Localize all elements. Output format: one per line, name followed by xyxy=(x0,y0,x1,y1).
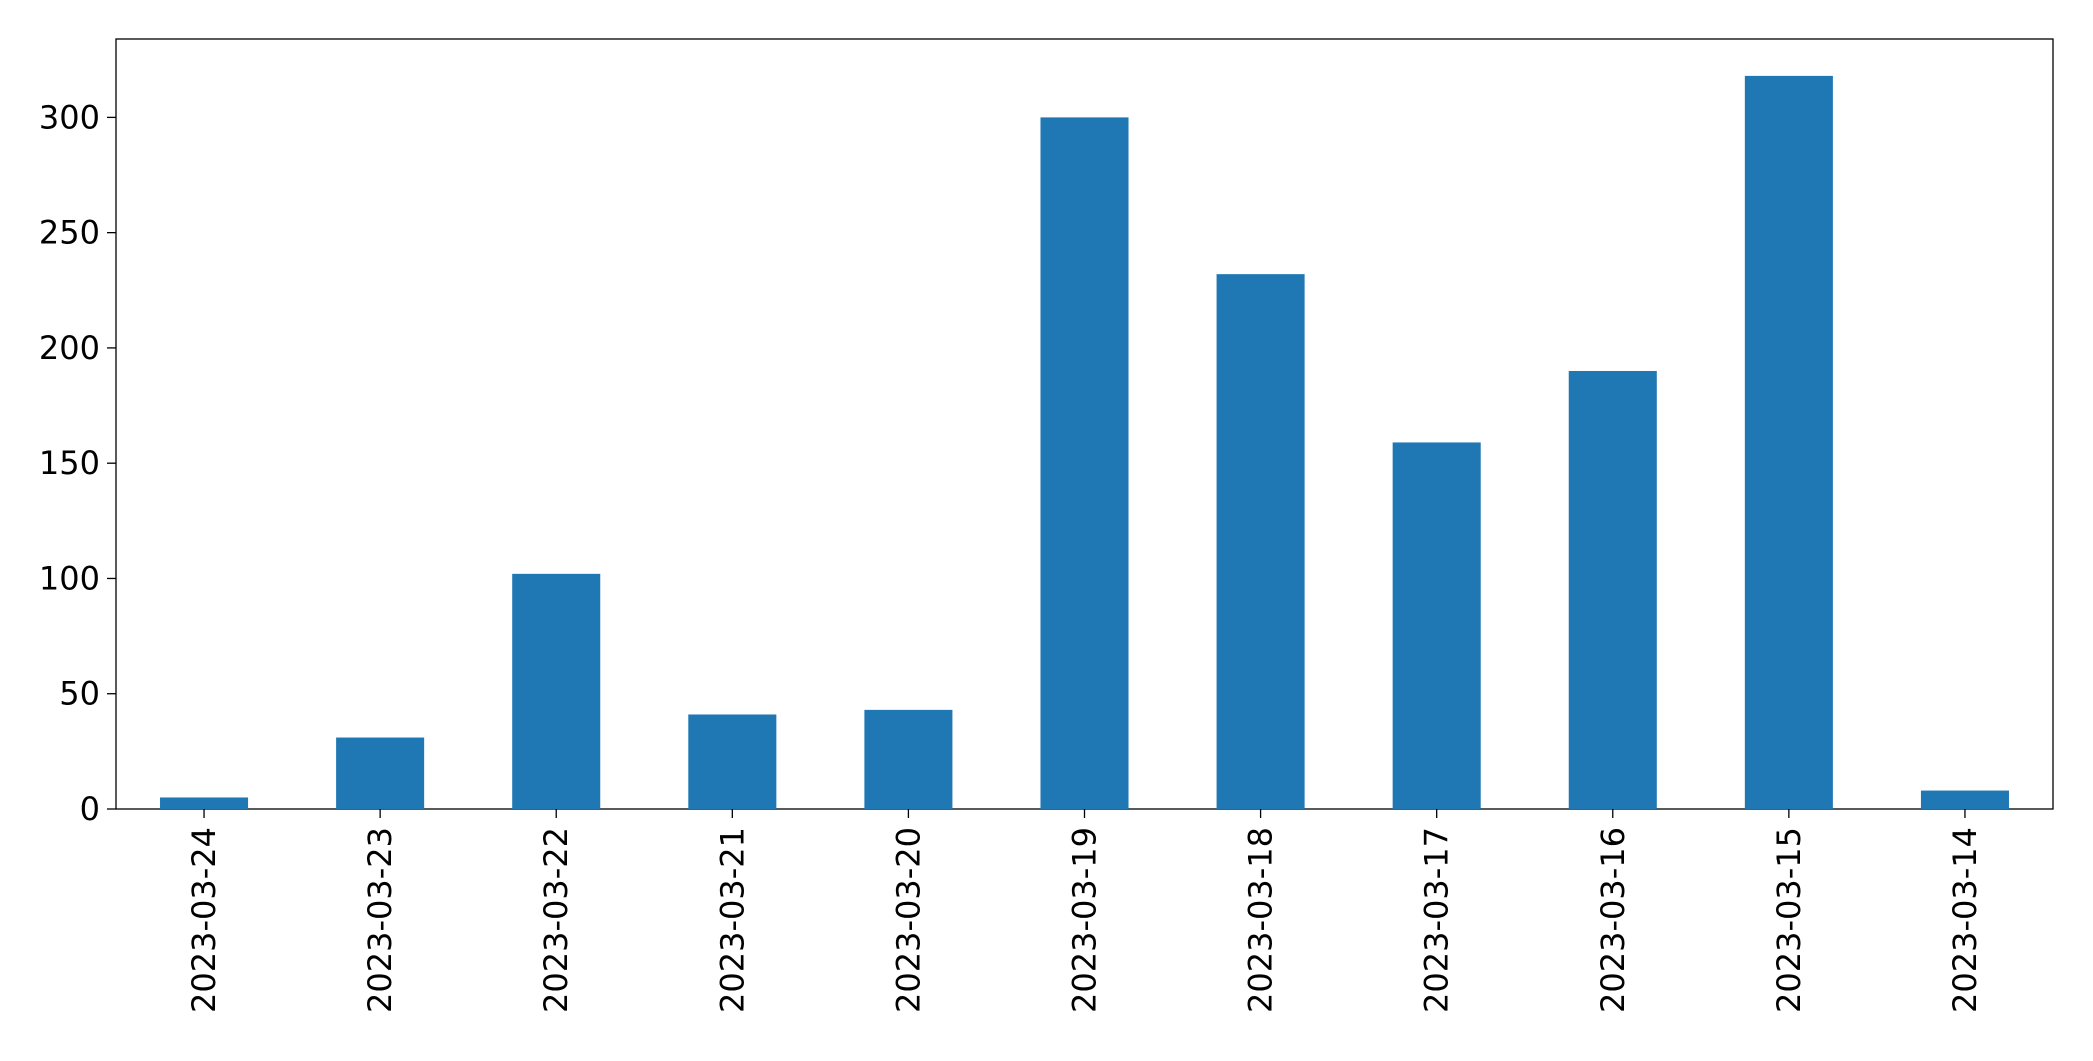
bar xyxy=(688,714,777,809)
y-tick-label: 150 xyxy=(39,444,100,482)
y-tick-label: 0 xyxy=(80,790,100,828)
x-tick-label: 2023-03-24 xyxy=(185,827,223,1013)
y-tick-label: 50 xyxy=(59,675,100,713)
x-tick-label: 2023-03-22 xyxy=(537,827,575,1013)
x-tick-label: 2023-03-15 xyxy=(1770,827,1808,1013)
bar xyxy=(1392,442,1481,809)
bar xyxy=(512,573,601,809)
bar xyxy=(160,797,249,809)
bar xyxy=(1216,274,1305,810)
bar xyxy=(1040,117,1129,809)
y-tick-label: 250 xyxy=(39,214,100,252)
x-tick-label: 2023-03-18 xyxy=(1242,827,1280,1013)
x-tick-label: 2023-03-23 xyxy=(361,827,399,1013)
x-tick-label: 2023-03-19 xyxy=(1066,827,1104,1013)
bar xyxy=(336,737,425,809)
bar xyxy=(1744,75,1833,809)
bar xyxy=(864,709,953,809)
bar xyxy=(1920,790,2009,809)
bar xyxy=(1568,370,1657,809)
y-tick-label: 300 xyxy=(39,98,100,136)
y-tick-label: 200 xyxy=(39,329,100,367)
x-tick-label: 2023-03-16 xyxy=(1594,827,1632,1013)
x-tick-label: 2023-03-14 xyxy=(1946,827,1984,1013)
x-tick-label: 2023-03-20 xyxy=(889,827,927,1013)
y-tick-label: 100 xyxy=(39,559,100,597)
x-tick-label: 2023-03-21 xyxy=(713,827,751,1013)
x-tick-label: 2023-03-17 xyxy=(1418,827,1456,1013)
